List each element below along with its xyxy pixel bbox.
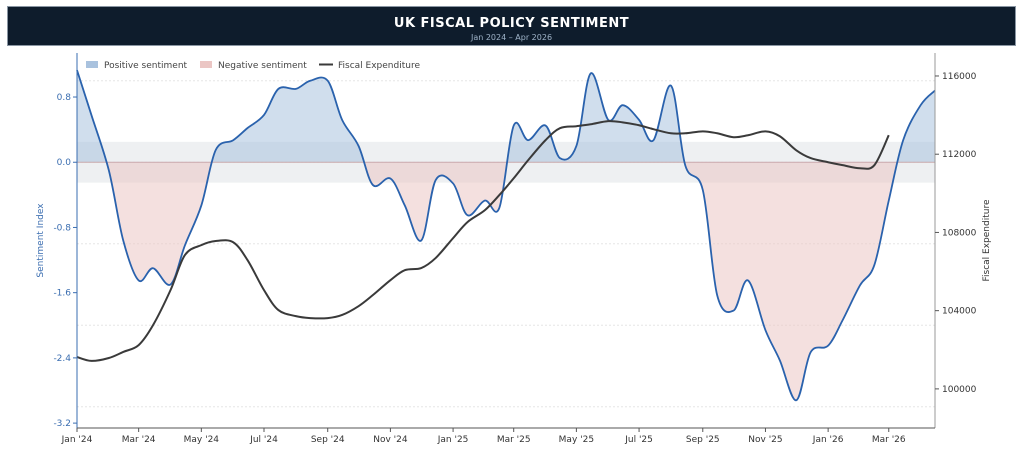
- legend-swatch-positive: [86, 61, 98, 68]
- y-tick-label: -3.2: [53, 419, 71, 429]
- y2-tick-label: 108000: [942, 228, 977, 238]
- x-tick-label: Jan '24: [61, 435, 93, 445]
- x-tick-label: Jan '26: [812, 435, 844, 445]
- positive-fill: [77, 70, 935, 163]
- y2-tick-label: 112000: [942, 150, 977, 160]
- x-tick-label: Jan '25: [437, 435, 469, 445]
- x-tick-label: Mar '25: [497, 435, 531, 445]
- sentiment-line: [76, 69, 936, 402]
- y-tick-label: 0.8: [57, 93, 72, 103]
- y2-tick-label: 100000: [942, 385, 977, 395]
- x-tick-label: Mar '26: [872, 435, 906, 445]
- legend-label-positive: Positive sentiment: [104, 61, 188, 71]
- chart-header: UK FISCAL POLICY SENTIMENT Jan 2024 – Ap…: [7, 6, 1016, 46]
- chart-title: UK FISCAL POLICY SENTIMENT: [393, 16, 630, 31]
- chart-subtitle: Jan 2024 – Apr 2026: [470, 33, 553, 42]
- x-tick-label: Nov '25: [748, 435, 782, 445]
- y2-axis-label: Fiscal Expenditure: [982, 199, 992, 281]
- x-tick-label: May '24: [184, 435, 220, 445]
- x-tick-label: Sep '24: [311, 435, 345, 445]
- x-tick-label: Nov '24: [373, 435, 408, 445]
- y-axis-label: Sentiment Index: [36, 203, 46, 278]
- y-tick-label: -0.8: [53, 223, 71, 233]
- negative-fill: [106, 162, 898, 401]
- y-tick-label: 0.0: [57, 158, 72, 168]
- y2-tick-label: 104000: [942, 307, 977, 317]
- x-tick-label: Mar '24: [122, 435, 156, 445]
- y-tick-label: -2.4: [53, 354, 71, 364]
- x-tick-label: Jul '24: [249, 435, 278, 445]
- x-tick-label: Jul '25: [624, 435, 653, 445]
- legend-swatch-negative: [200, 61, 212, 68]
- legend-label-negative: Negative sentiment: [218, 61, 307, 71]
- fiscal-expenditure-line: [76, 120, 890, 362]
- x-tick-label: May '25: [559, 435, 594, 445]
- y2-tick-label: 116000: [942, 72, 977, 82]
- legend-label-fiscal: Fiscal Expenditure: [338, 61, 420, 71]
- x-tick-label: Sep '25: [686, 435, 720, 445]
- y-tick-label: -1.6: [53, 289, 71, 299]
